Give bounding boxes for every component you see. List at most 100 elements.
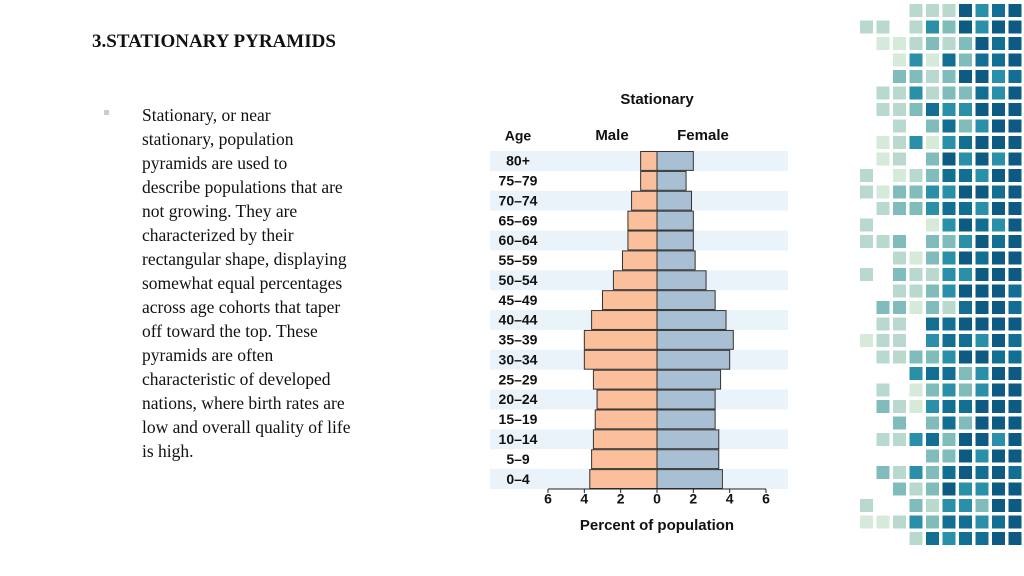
deco-square xyxy=(893,185,906,199)
bullet-line: rectangular shape, displaying xyxy=(142,249,347,269)
deco-square xyxy=(926,317,939,331)
deco-square xyxy=(992,251,1005,265)
deco-square xyxy=(1008,400,1022,413)
deco-square xyxy=(942,350,956,364)
deco-square xyxy=(876,136,890,149)
deco-square xyxy=(876,20,890,34)
deco-square xyxy=(1008,169,1022,182)
deco-square xyxy=(926,301,939,314)
deco-square xyxy=(959,86,972,100)
deco-square xyxy=(893,268,906,281)
bullet-line: pyramids are often xyxy=(142,345,274,365)
deco-square xyxy=(959,532,972,545)
deco-square xyxy=(1008,53,1022,67)
bullet-marker xyxy=(104,110,109,115)
bullet-line: nations, where birth rates are xyxy=(142,393,345,413)
deco-square xyxy=(909,383,923,397)
deco-square xyxy=(992,103,1005,116)
deco-square xyxy=(942,284,956,298)
deco-square xyxy=(893,301,906,314)
deco-square xyxy=(926,466,939,479)
deco-square xyxy=(942,20,956,34)
deco-square xyxy=(893,53,906,67)
bar xyxy=(656,449,720,470)
deco-square xyxy=(876,37,890,50)
x-axis-label: Percent of population xyxy=(580,517,734,534)
bar xyxy=(596,389,658,410)
bar xyxy=(656,250,696,271)
deco-square xyxy=(876,515,890,529)
x-tick-label: 2 xyxy=(689,491,697,507)
deco-square xyxy=(959,449,972,463)
deco-square xyxy=(975,433,989,446)
deco-square xyxy=(876,152,890,166)
deco-square xyxy=(909,37,923,50)
deco-square xyxy=(876,317,890,331)
deco-square xyxy=(1008,383,1022,397)
deco-square xyxy=(942,4,956,17)
deco-square xyxy=(942,235,956,248)
deco-square xyxy=(909,515,923,529)
bar xyxy=(656,151,694,171)
deco-square xyxy=(975,449,989,463)
deco-square xyxy=(975,515,989,529)
deco-square xyxy=(860,218,873,232)
deco-square xyxy=(975,416,989,430)
deco-square xyxy=(992,334,1005,347)
deco-square xyxy=(942,136,956,149)
deco-square xyxy=(893,284,906,298)
deco-square xyxy=(1008,515,1022,529)
bar xyxy=(656,290,716,311)
deco-square xyxy=(893,169,906,182)
deco-square xyxy=(975,202,989,215)
deco-square xyxy=(860,235,873,248)
deco-square xyxy=(942,383,956,397)
bar xyxy=(656,349,731,370)
deco-square xyxy=(860,515,873,529)
deco-square xyxy=(975,103,989,116)
deco-square xyxy=(992,152,1005,166)
deco-square xyxy=(860,499,873,512)
deco-square xyxy=(1008,466,1022,479)
deco-square xyxy=(893,416,906,430)
deco-square xyxy=(959,70,972,83)
deco-square xyxy=(1008,449,1022,463)
y-tick-label: 65–69 xyxy=(499,212,538,228)
deco-square xyxy=(959,317,972,331)
deco-square xyxy=(959,20,972,34)
deco-square xyxy=(909,400,923,413)
deco-square xyxy=(992,20,1005,34)
deco-square xyxy=(909,202,923,215)
deco-square xyxy=(876,202,890,215)
deco-square xyxy=(926,251,939,265)
deco-square xyxy=(942,268,956,281)
row-band xyxy=(490,151,788,171)
bar xyxy=(656,270,707,291)
deco-square xyxy=(893,70,906,83)
deco-square xyxy=(975,268,989,281)
deco-square xyxy=(893,433,906,446)
bar xyxy=(656,429,720,450)
deco-square xyxy=(992,317,1005,331)
deco-square xyxy=(1008,532,1022,545)
deco-square xyxy=(860,20,873,34)
deco-square xyxy=(926,449,939,463)
y-tick-label: 20–24 xyxy=(499,391,538,407)
deco-square xyxy=(959,416,972,430)
deco-square xyxy=(975,20,989,34)
bullet-line: stationary, population xyxy=(142,129,294,149)
bar xyxy=(640,151,658,171)
deco-square xyxy=(893,334,906,347)
deco-square xyxy=(893,482,906,496)
bar xyxy=(656,230,694,251)
deco-square xyxy=(959,350,972,364)
deco-square xyxy=(975,334,989,347)
deco-square xyxy=(909,482,923,496)
deco-square xyxy=(975,532,989,545)
bar xyxy=(589,469,658,489)
deco-square xyxy=(959,433,972,446)
deco-square xyxy=(959,136,972,149)
deco-square xyxy=(876,400,890,413)
bullet-line: across age cohorts that taper xyxy=(142,297,341,317)
